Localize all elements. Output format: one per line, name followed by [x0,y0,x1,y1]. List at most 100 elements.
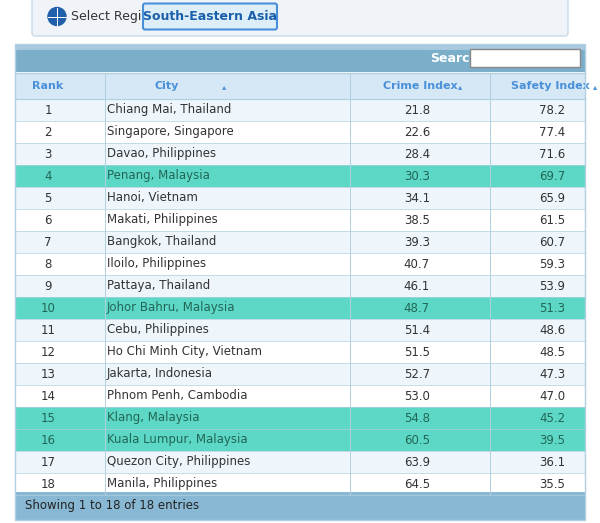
Text: 48.6: 48.6 [539,324,565,336]
Text: 16: 16 [41,434,56,447]
Text: 14: 14 [41,390,56,403]
Text: 13: 13 [41,368,55,381]
Bar [15,429,585,451]
Text: 53.0: 53.0 [404,390,430,403]
Text: Pattaya, Thailand: Pattaya, Thailand [107,279,210,292]
Text: Kuala Lumpur, Malaysia: Kuala Lumpur, Malaysia [107,434,248,447]
Text: 77.4: 77.4 [539,126,565,139]
Bar [15,73,585,99]
Text: 18: 18 [41,477,55,491]
Text: 51.5: 51.5 [404,346,430,358]
Text: 17: 17 [41,456,56,469]
Text: 61.5: 61.5 [539,213,565,226]
Text: 15: 15 [41,412,55,425]
Bar [15,297,585,319]
Bar [15,319,585,341]
Text: 35.5: 35.5 [539,477,565,491]
Text: 65.9: 65.9 [539,191,565,204]
Text: Select Region:: Select Region: [71,10,161,23]
Text: 69.7: 69.7 [539,169,565,183]
Text: 4: 4 [44,169,52,183]
Bar [15,363,585,385]
Bar [15,44,585,72]
Bar [15,385,585,407]
Text: 8: 8 [44,257,52,270]
Text: 21.8: 21.8 [404,104,430,117]
Text: 53.9: 53.9 [539,279,565,292]
Text: 48.7: 48.7 [404,301,430,314]
Text: Hanoi, Vietnam: Hanoi, Vietnam [107,191,198,204]
Text: 3: 3 [44,147,52,161]
Bar [15,253,585,275]
Text: 10: 10 [41,301,55,314]
Text: Makati, Philippines: Makati, Philippines [107,213,218,226]
Bar [15,231,585,253]
Text: 78.2: 78.2 [539,104,565,117]
Text: 2: 2 [44,126,52,139]
Bar [15,407,585,429]
Text: 5: 5 [44,191,52,204]
Text: 36.1: 36.1 [539,456,565,469]
Text: Manila, Philippines: Manila, Philippines [107,477,217,491]
Bar [15,121,585,143]
Text: 63.9: 63.9 [404,456,430,469]
Text: 60.7: 60.7 [539,235,565,248]
Text: Klang, Malaysia: Klang, Malaysia [107,412,199,425]
Text: 40.7: 40.7 [404,257,430,270]
Text: 52.7: 52.7 [404,368,430,381]
Text: Cebu, Philippines: Cebu, Philippines [107,324,209,336]
Text: 64.5: 64.5 [404,477,430,491]
Text: 46.1: 46.1 [404,279,430,292]
Text: 47.3: 47.3 [539,368,565,381]
Text: Showing 1 to 18 of 18 entries: Showing 1 to 18 of 18 entries [25,499,199,513]
Text: Rank: Rank [32,81,64,91]
Text: Quezon City, Philippines: Quezon City, Philippines [107,456,250,469]
Text: 28.4: 28.4 [404,147,430,161]
Text: Johor Bahru, Malaysia: Johor Bahru, Malaysia [107,301,235,314]
Text: 51.4: 51.4 [404,324,430,336]
Text: 51.3: 51.3 [539,301,565,314]
Bar [15,451,585,473]
Bar [15,341,585,363]
FancyBboxPatch shape [32,0,568,36]
Text: 1: 1 [44,104,52,117]
Text: Search:: Search: [430,51,484,64]
Text: 12: 12 [41,346,56,358]
Text: 47.0: 47.0 [539,390,565,403]
Text: 39.5: 39.5 [539,434,565,447]
Text: Ho Chi Minh City, Vietnam: Ho Chi Minh City, Vietnam [107,346,262,358]
Text: 60.5: 60.5 [404,434,430,447]
Text: 38.5: 38.5 [404,213,430,226]
Text: 45.2: 45.2 [539,412,565,425]
Text: 11: 11 [41,324,56,336]
Text: 34.1: 34.1 [404,191,430,204]
Text: 7: 7 [44,235,52,248]
Circle shape [48,7,66,26]
Text: Davao, Philippines: Davao, Philippines [107,147,216,161]
Text: Singapore, Singapore: Singapore, Singapore [107,126,234,139]
Text: 22.6: 22.6 [404,126,430,139]
Text: 9: 9 [44,279,52,292]
Text: City: City [155,81,179,91]
Text: Safety Index: Safety Index [511,81,589,91]
Bar [470,49,580,67]
Text: Crime Index: Crime Index [383,81,457,91]
Text: South-Eastern Asia: South-Eastern Asia [143,10,277,23]
Text: 54.8: 54.8 [404,412,430,425]
Text: Bangkok, Thailand: Bangkok, Thailand [107,235,217,248]
Text: 6: 6 [44,213,52,226]
FancyBboxPatch shape [143,4,277,29]
Text: Iloilo, Philippines: Iloilo, Philippines [107,257,206,270]
Text: ▴: ▴ [458,83,462,92]
Bar [15,99,585,121]
Bar [15,165,585,187]
Bar [15,275,585,297]
Text: 71.6: 71.6 [539,147,565,161]
Bar [15,143,585,165]
Text: Chiang Mai, Thailand: Chiang Mai, Thailand [107,104,232,117]
Text: Penang, Malaysia: Penang, Malaysia [107,169,210,183]
Text: 39.3: 39.3 [404,235,430,248]
Bar [15,492,585,520]
Bar [15,44,585,50]
Text: 48.5: 48.5 [539,346,565,358]
